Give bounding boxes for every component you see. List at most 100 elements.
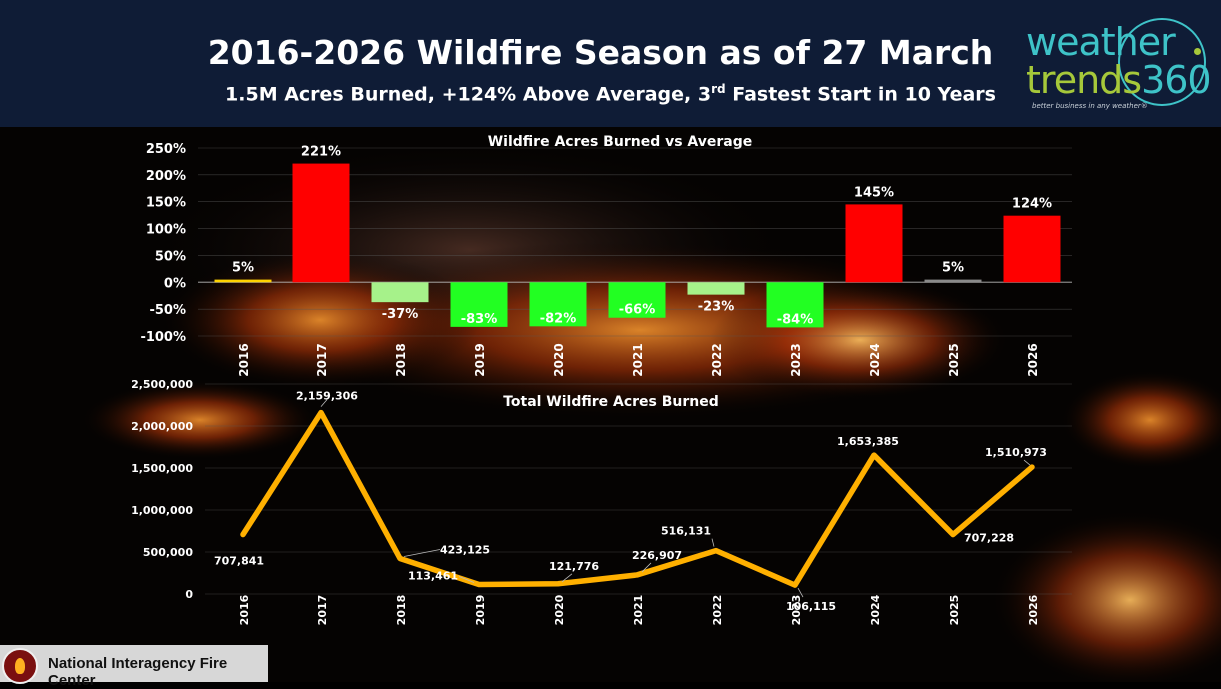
nifc-footer: National Interagency Fire Center bbox=[0, 645, 268, 689]
bar-2016 bbox=[214, 279, 272, 283]
nifc-label: National Interagency Fire Center bbox=[48, 655, 228, 689]
bar-y-tick-label: 250% bbox=[146, 142, 186, 157]
bar-data-label: 221% bbox=[301, 145, 341, 160]
bar-2024 bbox=[845, 204, 903, 283]
subtitle-superscript: rd bbox=[711, 82, 726, 96]
line-data-label: 2,159,306 bbox=[296, 390, 358, 403]
line-label-leader bbox=[458, 576, 475, 583]
bar-data-label: -66% bbox=[619, 303, 656, 318]
line-x-tick-label: 2020 bbox=[553, 594, 566, 625]
bar-x-tick-label: 2022 bbox=[710, 343, 724, 376]
bar-x-tick-label: 2020 bbox=[552, 343, 566, 376]
bar-y-tick-label: -50% bbox=[149, 303, 186, 318]
bar-2021 bbox=[608, 282, 666, 318]
logo-word-weather: weather bbox=[1026, 20, 1176, 64]
weathertrends360-logo: weather trends360 better business in any… bbox=[1022, 18, 1212, 113]
line-data-label: 226,907 bbox=[632, 549, 682, 562]
line-chart: 2,500,000 2,000,000 1,500,000 1,000,000 500,… bbox=[131, 378, 1072, 625]
line-data-label: 423,125 bbox=[440, 543, 490, 556]
logo-word-trends: trends360 bbox=[1026, 58, 1212, 102]
line-label-leader bbox=[320, 399, 328, 407]
line-data-label: 707,228 bbox=[964, 532, 1014, 545]
header-banner: 2016-2026 Wildfire Season as of 27 March… bbox=[0, 0, 1221, 127]
line-label-leader bbox=[641, 562, 652, 573]
line-x-tick-label: 2019 bbox=[474, 595, 487, 626]
line-data-label: 106,115 bbox=[786, 600, 836, 613]
line-label-leader bbox=[797, 587, 804, 598]
bar-y-tick-label: -100% bbox=[140, 330, 186, 345]
line-y-tick-label: 2,500,000 bbox=[131, 378, 193, 391]
line-label-leader bbox=[561, 573, 573, 583]
bar-data-label: -82% bbox=[540, 311, 577, 326]
bar-2023 bbox=[766, 282, 824, 328]
bar-data-label: -37% bbox=[382, 307, 419, 322]
line-x-tick-label: 2023 bbox=[790, 595, 803, 626]
line-label-leader bbox=[403, 549, 441, 557]
line-x-tick-label: 2022 bbox=[711, 595, 724, 626]
bar-2020 bbox=[529, 282, 587, 327]
bar-2025 bbox=[924, 279, 982, 283]
line-x-tick-label: 2026 bbox=[1027, 594, 1040, 625]
line-data-label: 516,131 bbox=[661, 525, 711, 538]
bar-chart-title: Wildfire Acres Burned vs Average bbox=[488, 134, 753, 150]
line-data-label: 707,841 bbox=[214, 555, 264, 568]
bar-data-label: 5% bbox=[232, 261, 254, 276]
bar-y-tick-label: 100% bbox=[146, 223, 186, 238]
line-y-tick-label: 1,000,000 bbox=[131, 504, 193, 517]
line-x-tick-label: 2024 bbox=[869, 594, 882, 625]
line-y-tick-label: 0 bbox=[185, 588, 193, 601]
bar-2017 bbox=[292, 163, 350, 283]
line-x-tick-label: 2021 bbox=[632, 595, 645, 626]
bar-y-tick-label: 0% bbox=[164, 276, 186, 291]
line-y-tick-label: 500,000 bbox=[143, 546, 193, 559]
bar-y-tick-label: 50% bbox=[155, 249, 186, 264]
logo-trends-text: trends bbox=[1026, 58, 1142, 102]
line-data-label: 1,510,973 bbox=[985, 446, 1047, 459]
page-title: 2016-2026 Wildfire Season as of 27 March bbox=[207, 33, 994, 72]
bar-2018 bbox=[371, 282, 429, 303]
bar-x-tick-label: 2019 bbox=[473, 343, 487, 376]
bar-data-label: -83% bbox=[461, 312, 498, 327]
nifc-badge-icon bbox=[2, 648, 38, 684]
bar-x-tick-label: 2016 bbox=[237, 343, 251, 376]
line-data-label: 1,653,385 bbox=[837, 435, 899, 448]
subtitle-end: Fastest Start in 10 Years bbox=[725, 83, 996, 106]
bar-x-tick-label: 2018 bbox=[394, 343, 408, 376]
line-chart-title: Total Wildfire Acres Burned bbox=[503, 394, 719, 410]
line-x-tick-label: 2018 bbox=[395, 595, 408, 626]
line-y-tick-label: 1,500,000 bbox=[131, 462, 193, 475]
page-subtitle: 1.5M Acres Burned, +124% Above Average, … bbox=[0, 82, 1221, 105]
line-data-label: 121,776 bbox=[549, 560, 599, 573]
line-series-acres-burned bbox=[240, 409, 1035, 588]
bar-data-label: 5% bbox=[942, 261, 964, 276]
bar-x-tick-label: 2021 bbox=[631, 343, 645, 376]
line-label-leader bbox=[711, 538, 715, 547]
bar-x-tick-label: 2026 bbox=[1026, 343, 1040, 376]
bar-2019 bbox=[450, 282, 508, 327]
logo-360-text: 360 bbox=[1141, 58, 1212, 102]
bar-2022 bbox=[687, 282, 745, 295]
bar-y-tick-label: 200% bbox=[146, 169, 186, 184]
bar-x-tick-label: 2023 bbox=[789, 343, 803, 376]
line-data-label: 113,461 bbox=[408, 569, 458, 582]
bar-data-label: -23% bbox=[698, 300, 735, 315]
bar-x-tick-label: 2024 bbox=[868, 343, 882, 376]
logo-tagline: better business in any weather® bbox=[1032, 102, 1148, 110]
line-x-tick-label: 2016 bbox=[238, 594, 251, 625]
line-x-tick-label: 2017 bbox=[316, 595, 329, 626]
bar-y-tick-label: 150% bbox=[146, 196, 186, 211]
subtitle-main: 1.5M Acres Burned, +124% Above Average, … bbox=[225, 83, 712, 106]
bar-data-label: 145% bbox=[854, 185, 894, 200]
line-label-leader bbox=[1023, 459, 1031, 466]
line-y-tick-label: 2,000,000 bbox=[131, 420, 193, 433]
line-x-tick-label: 2025 bbox=[948, 595, 961, 626]
bar-data-label: -84% bbox=[777, 312, 814, 327]
bar-x-tick-label: 2025 bbox=[947, 343, 961, 376]
bar-chart: Wildfire Acres Burned vs Average 250% 200%… bbox=[140, 134, 1072, 377]
bar-x-tick-label: 2017 bbox=[315, 343, 329, 376]
bar-2026 bbox=[1003, 215, 1061, 283]
logo-ring-icon bbox=[1118, 18, 1206, 106]
bar-data-label: 124% bbox=[1012, 197, 1052, 212]
